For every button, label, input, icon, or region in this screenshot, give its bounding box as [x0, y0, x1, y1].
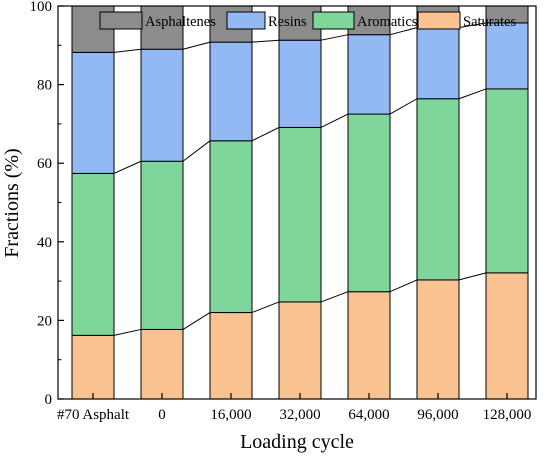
x-axis-title: Loading cycle [240, 431, 354, 453]
connector-saturates-1 [182, 312, 211, 330]
bar-asphaltenes-4 [347, 5, 391, 36]
y-tick-label-0: 0 [45, 392, 53, 408]
connector-resins-0 [113, 48, 142, 53]
connector-aromatics-5 [458, 88, 487, 100]
x-tick-label-6: 128,000 [483, 407, 532, 423]
x-tick-label-1: 0 [158, 407, 166, 423]
connector-saturates-0 [113, 328, 142, 336]
connector-resins-2 [251, 39, 280, 43]
y-tick-label-40: 40 [37, 235, 52, 251]
x-tick-label-2: 16,000 [210, 407, 251, 423]
legend-swatch-aromatics [312, 11, 355, 30]
connector-resins-4 [389, 27, 418, 36]
y-axis-title: Fractions (%) [1, 148, 23, 257]
bar-aromatics-6 [485, 88, 529, 274]
bar-resins-1 [140, 48, 184, 162]
y-tick-label-60: 60 [37, 156, 52, 172]
bar-resins-3 [278, 39, 322, 128]
y-tick-label-20: 20 [37, 313, 52, 329]
bar-saturates-0 [71, 334, 115, 400]
bar-aromatics-1 [140, 160, 184, 330]
connector-saturates-2 [251, 301, 280, 314]
connector-resins-3 [320, 34, 349, 41]
legend-label-resins: Resins [268, 14, 307, 30]
bar-resins-0 [71, 51, 115, 174]
bar-aromatics-3 [278, 126, 322, 303]
connector-saturates-4 [389, 279, 418, 293]
legend-label-saturates: Saturates [463, 14, 517, 30]
bar-resins-6 [485, 22, 529, 90]
x-tick-label-3: 32,000 [279, 407, 320, 423]
bar-resins-2 [209, 41, 253, 142]
connector-aromatics-3 [320, 113, 349, 128]
bar-aromatics-4 [347, 113, 391, 293]
bar-aromatics-5 [416, 98, 460, 281]
x-tick-label-4: 64,000 [348, 407, 389, 423]
connector-saturates-5 [458, 272, 487, 281]
legend-swatch-saturates [417, 11, 461, 30]
bar-saturates-4 [347, 291, 391, 400]
bar-saturates-2 [209, 312, 253, 400]
connector-aromatics-4 [389, 98, 418, 115]
connector-aromatics-1 [182, 140, 211, 162]
legend-label-asphaltenes: Asphaltenes [145, 14, 216, 30]
bar-resins-4 [347, 34, 391, 115]
legend: Asphaltenes Resins Aromatics Saturates [99, 11, 517, 30]
x-tick-label-5: 96,000 [417, 407, 458, 423]
connector-lines [113, 22, 487, 336]
connector-resins-5 [458, 22, 487, 29]
y-tick-label-100: 100 [30, 0, 53, 15]
connector-aromatics-0 [113, 160, 142, 174]
legend-swatch-resins [226, 11, 266, 30]
bar-aromatics-2 [209, 140, 253, 314]
bar-saturates-5 [416, 279, 460, 400]
bars-layer [71, 5, 529, 400]
bar-saturates-3 [278, 301, 322, 400]
connector-saturates-3 [320, 291, 349, 303]
bar-asphaltenes-1 [140, 5, 184, 50]
connector-resins-1 [182, 41, 211, 50]
legend-swatch-asphaltenes [99, 11, 143, 30]
legend-label-aromatics: Aromatics [357, 14, 418, 30]
x-tick-label-0: #70 Asphalt [57, 407, 130, 423]
bar-aromatics-0 [71, 172, 115, 336]
bar-saturates-6 [485, 272, 529, 400]
bar-resins-5 [416, 27, 460, 100]
connector-aromatics-2 [251, 126, 280, 142]
bar-saturates-1 [140, 328, 184, 400]
y-tick-label-80: 80 [37, 78, 52, 94]
